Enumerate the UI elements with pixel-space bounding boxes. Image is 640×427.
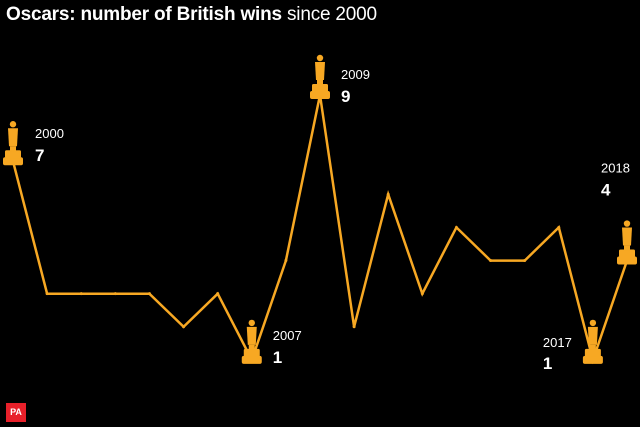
oscar-statuette-icon-2018	[617, 220, 637, 265]
pa-logo: PA	[6, 403, 26, 422]
data-point-2012	[420, 292, 424, 296]
annotation-value-2018: 4	[601, 181, 611, 200]
data-point-2015	[523, 259, 527, 263]
data-point-2008	[284, 259, 288, 263]
annotation-year-2009: 2009	[341, 67, 370, 82]
oscar-statuette-icon-2017	[582, 319, 603, 364]
data-point-2001	[45, 292, 49, 296]
annotation-year-2017: 2017	[543, 335, 572, 350]
data-point-2003	[113, 292, 117, 296]
chart-title-sub: since 2000	[287, 4, 377, 25]
annotation-value-2000: 7	[35, 146, 44, 165]
data-point-2014	[489, 259, 493, 263]
annotation-value-2009: 9	[341, 87, 350, 106]
data-point-2011	[386, 192, 390, 196]
data-point-2010	[352, 325, 356, 329]
data-point-2013	[454, 225, 458, 229]
data-point-2004	[147, 292, 151, 296]
oscar-statuette-icon-2000	[3, 121, 23, 166]
oscar-statuette-icon-2007	[241, 319, 262, 364]
series-line-british-wins	[11, 94, 629, 365]
chart-title: Oscars: number of British wins since 200…	[6, 4, 377, 26]
data-point-2006	[216, 292, 220, 296]
annotation-year-2007: 2007	[273, 328, 302, 343]
annotation-value-2017: 1	[543, 354, 552, 373]
annotation-year-2018: 2018	[601, 161, 630, 176]
data-point-2016	[557, 225, 561, 229]
data-point-2002	[79, 292, 83, 296]
chart-title-main: Oscars: number of British wins	[6, 4, 282, 25]
annotation-value-2007: 1	[273, 348, 282, 367]
annotation-year-2000: 2000	[35, 126, 64, 141]
oscar-statuette-icon-2009	[310, 54, 330, 99]
data-point-2005	[182, 325, 186, 329]
